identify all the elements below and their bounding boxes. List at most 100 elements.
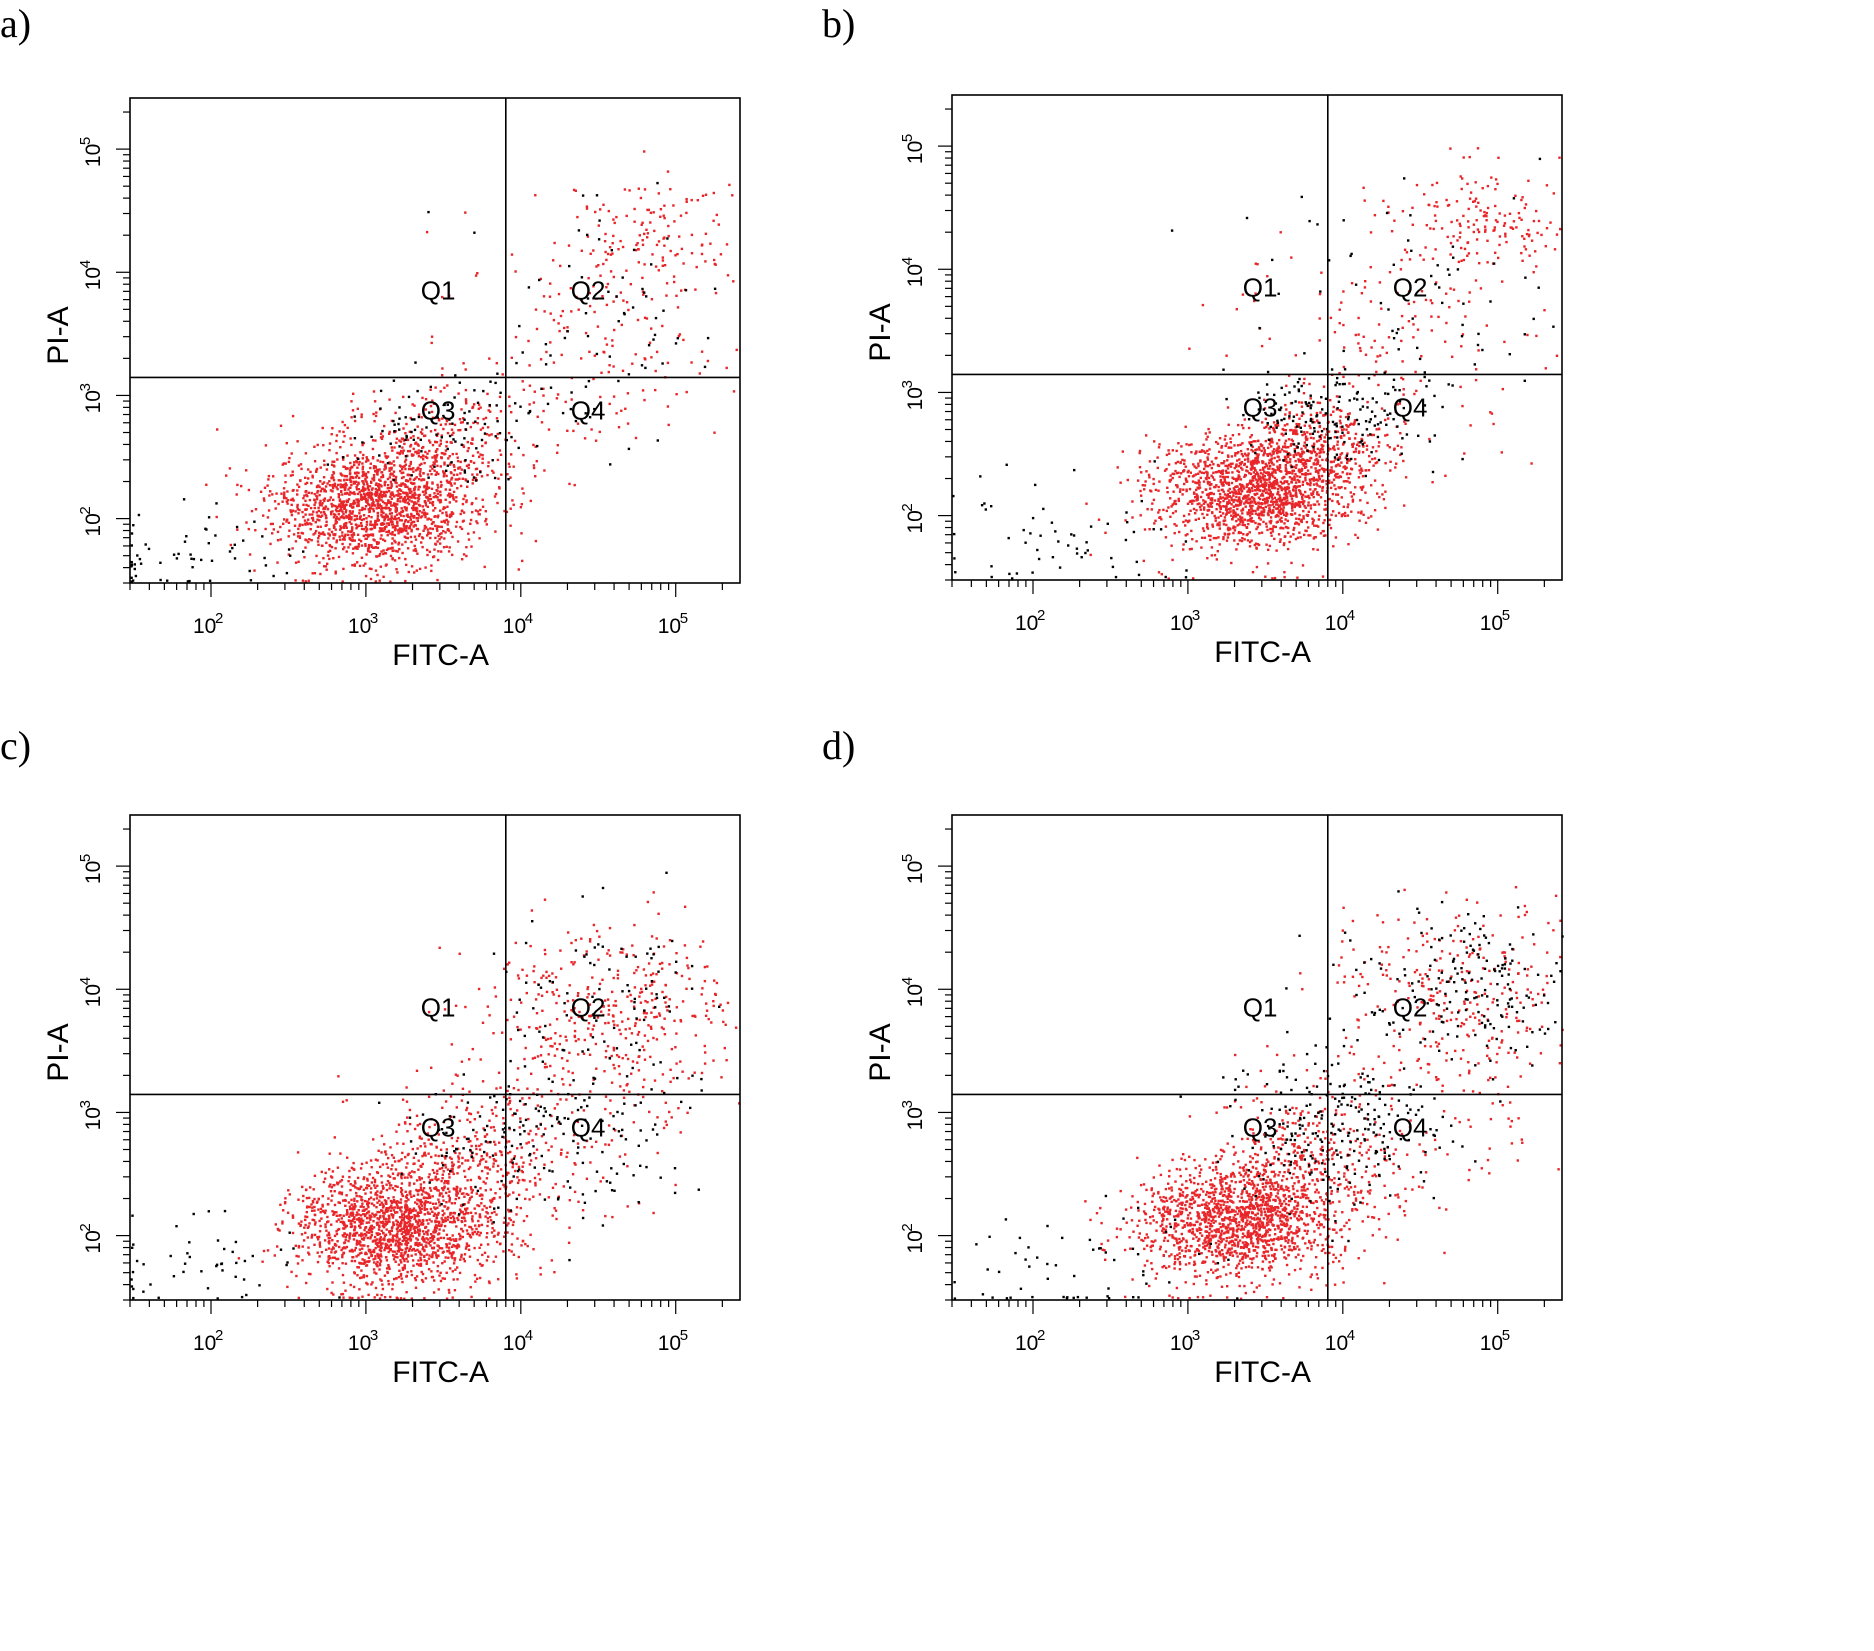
- event-dot: [1233, 498, 1236, 502]
- event-dot: [495, 362, 498, 365]
- event-dot: [1296, 576, 1299, 579]
- event-dot: [392, 549, 395, 552]
- event-dot: [1177, 499, 1180, 503]
- event-dot: [498, 432, 502, 435]
- event-dot: [659, 215, 662, 218]
- event-dot: [1343, 465, 1346, 468]
- event-dot: [318, 519, 321, 522]
- event-dot: [315, 498, 319, 501]
- event-dot: [617, 320, 620, 323]
- event-dot: [1228, 527, 1232, 530]
- event-dot: [327, 550, 330, 553]
- event-dot: [1288, 490, 1291, 493]
- event-dot: [291, 489, 294, 492]
- event-dot: [1236, 459, 1239, 462]
- event-dot: [380, 514, 383, 517]
- event-dot: [434, 507, 437, 510]
- event-dot: [354, 472, 357, 475]
- event-dot: [1285, 480, 1289, 484]
- event-dot: [294, 579, 297, 582]
- event-dot: [1177, 497, 1180, 501]
- event-dot: [486, 426, 490, 429]
- event-dot: [338, 498, 342, 501]
- event-dot: [1298, 377, 1301, 381]
- event-dot: [1266, 370, 1270, 374]
- event-dot: [1206, 471, 1209, 474]
- event-dot: [1294, 492, 1298, 495]
- event-dot: [497, 477, 500, 480]
- event-dot: [1252, 476, 1255, 480]
- event-dot: [375, 482, 378, 485]
- event-dot: [138, 557, 142, 561]
- event-dot: [1357, 333, 1360, 336]
- event-dot: [1171, 472, 1174, 475]
- event-dot: [657, 240, 661, 243]
- event-dot: [641, 239, 644, 242]
- event-dot: [1317, 472, 1320, 475]
- event-dot: [1288, 476, 1292, 479]
- event-dot: [1290, 465, 1294, 468]
- y-tick-label: 10: [82, 144, 105, 167]
- event-dot: [463, 418, 466, 421]
- event-dot: [1228, 491, 1232, 494]
- event-dot: [467, 538, 471, 541]
- event-dot: [1332, 460, 1335, 463]
- event-dot: [1276, 520, 1280, 523]
- event-dot: [1356, 390, 1359, 394]
- event-dot: [514, 335, 518, 339]
- event-dot: [1315, 454, 1318, 457]
- event-dot: [313, 498, 316, 501]
- event-dot: [269, 490, 272, 493]
- event-dot: [1315, 463, 1318, 466]
- event-dot: [1265, 522, 1268, 525]
- event-dot: [1277, 490, 1280, 494]
- event-dot: [1274, 486, 1277, 490]
- event-dot: [1264, 484, 1267, 487]
- event-dot: [640, 364, 644, 367]
- event-dot: [291, 497, 294, 500]
- event-dot: [406, 493, 409, 496]
- event-dot: [321, 426, 324, 430]
- event-dot: [654, 316, 658, 320]
- event-dot: [1285, 470, 1289, 473]
- event-dot: [1195, 493, 1198, 496]
- event-dot: [392, 478, 396, 482]
- event-dot: [1240, 500, 1243, 503]
- event-dot: [448, 294, 451, 297]
- event-dot: [374, 466, 378, 469]
- event-dot: [559, 314, 563, 318]
- event-dot: [1466, 254, 1469, 257]
- event-dot: [471, 482, 474, 485]
- event-dot: [1272, 426, 1275, 430]
- event-dot: [1381, 493, 1384, 496]
- event-dot: [286, 490, 289, 493]
- event-dot: [276, 561, 279, 564]
- event-dot: [1249, 507, 1253, 510]
- event-dot: [1245, 465, 1249, 469]
- event-dot: [413, 404, 416, 407]
- event-dot: [1275, 500, 1279, 503]
- event-dot: [363, 494, 367, 497]
- event-dot: [1266, 423, 1269, 427]
- event-dot: [481, 505, 485, 508]
- event-dot: [481, 454, 484, 457]
- event-dot: [401, 510, 404, 514]
- event-dot: [462, 445, 466, 449]
- event-dot: [415, 450, 418, 453]
- event-dot: [1364, 469, 1367, 472]
- event-dot: [1239, 503, 1242, 507]
- event-dot: [380, 496, 384, 499]
- event-dot: [1267, 548, 1270, 551]
- event-dot: [1171, 449, 1174, 452]
- event-dot: [426, 548, 429, 552]
- event-dot: [555, 397, 559, 400]
- event-dot: [1282, 481, 1286, 485]
- event-dot: [455, 520, 459, 524]
- event-dot: [489, 410, 492, 413]
- event-dot: [584, 312, 588, 315]
- event-dot: [386, 477, 390, 481]
- event-dot: [451, 512, 455, 515]
- event-dot: [444, 423, 447, 426]
- event-dot: [1250, 463, 1253, 466]
- event-dot: [1494, 204, 1497, 208]
